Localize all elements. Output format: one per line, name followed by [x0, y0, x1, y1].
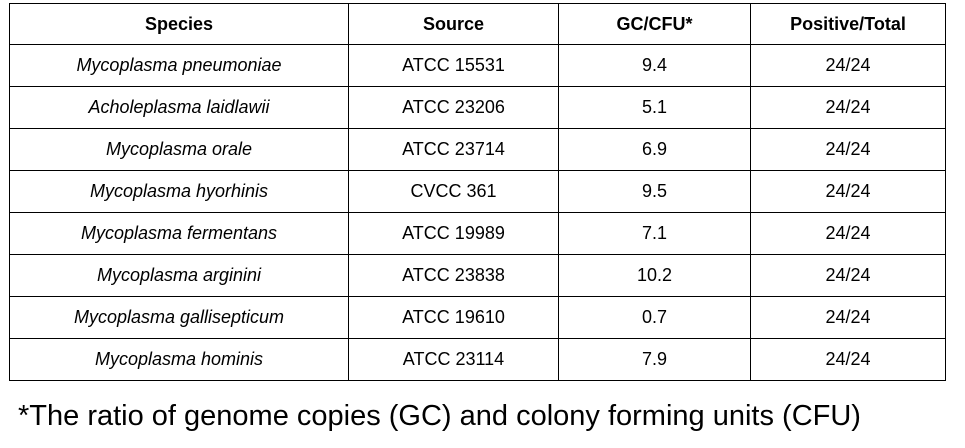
table-cell: Mycoplasma fermentans [9, 212, 349, 255]
table-body: Mycoplasma pneumoniae ATCC 15531 9.4 24/24 A… [9, 44, 946, 381]
table-row: Mycoplasma hominis ATCC 23114 7.9 24/24 [9, 338, 946, 381]
table-cell: Mycoplasma gallisepticum [9, 296, 349, 339]
table-cell: 24/24 [750, 128, 946, 171]
table-row: Mycoplasma hyorhinis CVCC 361 9.5 24/24 [9, 170, 946, 213]
table-cell: ATCC 23838 [348, 254, 559, 297]
table-cell: ATCC 19610 [348, 296, 559, 339]
header-cell: Positive/Total [750, 3, 946, 45]
table-cell: 7.9 [558, 338, 751, 381]
table-cell: Mycoplasma hominis [9, 338, 349, 381]
table-cell: 24/24 [750, 296, 946, 339]
table-row: Mycoplasma pneumoniae ATCC 15531 9.4 24/24 [9, 44, 946, 87]
table-cell: ATCC 19989 [348, 212, 559, 255]
table-cell: Mycoplasma hyorhinis [9, 170, 349, 213]
table-cell: 10.2 [558, 254, 751, 297]
table-cell: 24/24 [750, 44, 946, 87]
table-cell: 24/24 [750, 212, 946, 255]
table-cell: 9.4 [558, 44, 751, 87]
table-cell: Acholeplasma laidlawii [9, 86, 349, 129]
table-row: Mycoplasma orale ATCC 23714 6.9 24/24 [9, 128, 946, 171]
table-cell: 9.5 [558, 170, 751, 213]
header-cell: GC/CFU* [558, 3, 751, 45]
header-cell: Species [9, 3, 349, 45]
header-cell: Source [348, 3, 559, 45]
table-cell: 24/24 [750, 338, 946, 381]
table-row: Mycoplasma arginini ATCC 23838 10.2 24/24 [9, 254, 946, 297]
table-cell: CVCC 361 [348, 170, 559, 213]
table-cell: ATCC 23114 [348, 338, 559, 381]
table-cell: 24/24 [750, 254, 946, 297]
table-cell: ATCC 15531 [348, 44, 559, 87]
table-cell: 0.7 [558, 296, 751, 339]
table-cell: 6.9 [558, 128, 751, 171]
table-row: Mycoplasma gallisepticum ATCC 19610 0.7 24/… [9, 296, 946, 339]
data-table: Species Source GC/CFU* Positive/Total Mycop… [9, 3, 946, 381]
table-row: Mycoplasma fermentans ATCC 19989 7.1 24/24 [9, 212, 946, 255]
table-row: Acholeplasma laidlawii ATCC 23206 5.1 24/24 [9, 86, 946, 129]
table-cell: Mycoplasma orale [9, 128, 349, 171]
table-cell: 7.1 [558, 212, 751, 255]
table-cell: ATCC 23714 [348, 128, 559, 171]
table-cell: Mycoplasma arginini [9, 254, 349, 297]
header-row: Species Source GC/CFU* Positive/Total [9, 3, 946, 45]
table-cell: ATCC 23206 [348, 86, 559, 129]
footnote: *The ratio of genome copies (GC) and col… [18, 400, 861, 432]
table-cell: Mycoplasma pneumoniae [9, 44, 349, 87]
table-cell: 24/24 [750, 170, 946, 213]
table-cell: 5.1 [558, 86, 751, 129]
table-cell: 24/24 [750, 86, 946, 129]
